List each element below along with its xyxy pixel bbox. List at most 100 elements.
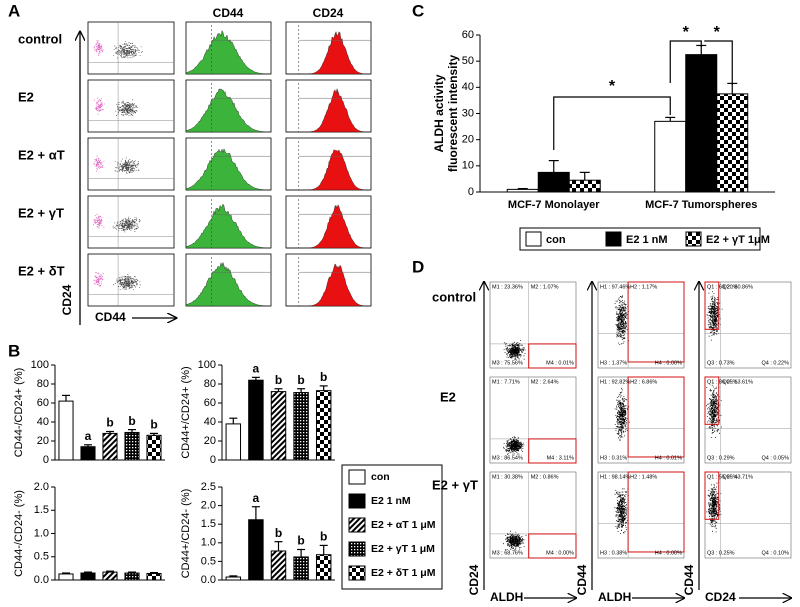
bracket	[669, 40, 702, 83]
row-label: E2 + δT	[18, 263, 65, 278]
legend-swatch	[685, 231, 702, 247]
legend-swatch	[525, 231, 542, 247]
histogram	[286, 88, 371, 133]
gate-label: H1 : 92.82%	[600, 379, 630, 385]
axis-label: CD24	[467, 564, 481, 595]
bar	[270, 391, 287, 461]
y-tick-label: 80	[204, 378, 216, 390]
bar	[146, 434, 162, 461]
row-label: E2 + γT	[18, 205, 64, 220]
y-tick-label: 2.5	[201, 481, 216, 493]
y-tick-label: 60	[37, 397, 49, 409]
significance-letter: b	[297, 373, 304, 387]
gate-label: Q3 : 0.29%	[707, 455, 735, 461]
gate-label: M1 : 7.71%	[492, 379, 520, 385]
bar	[102, 432, 118, 461]
y-tick-label: 2.0	[201, 500, 216, 512]
significance-letter: b	[106, 416, 113, 430]
significance-letter: a	[253, 491, 260, 505]
x-tick-label: MCF-7 Monolayer	[508, 199, 600, 211]
gate-label: M3 : 75.56%	[492, 360, 523, 366]
axis-label: ALDH	[598, 590, 631, 604]
axis-label: CD24	[60, 284, 74, 315]
row-label: control	[18, 31, 62, 46]
dot-cloud	[503, 530, 527, 551]
bar	[685, 54, 718, 193]
gate	[627, 376, 685, 458]
gate-label: Q2 : 30.86%	[722, 284, 753, 290]
histogram	[286, 149, 371, 191]
bracket	[553, 96, 671, 150]
significance-letter: b	[320, 530, 327, 544]
y-tick-label: 0	[210, 454, 216, 466]
y-tick-label: 1.5	[201, 518, 216, 530]
y-tick-label: 0.0	[201, 574, 216, 586]
gate-label: M3 : 68.76%	[492, 550, 523, 556]
gate-label: H3 : 1.37%	[600, 360, 627, 366]
dot-plot-frame	[597, 471, 685, 559]
legend-swatch	[348, 469, 366, 485]
bar	[58, 573, 74, 581]
column-header: CD24	[313, 6, 344, 20]
gate	[627, 471, 685, 553]
dot-plot-frame	[87, 137, 175, 191]
row-label: control	[432, 289, 476, 304]
gate-label: H2 : 6.86%	[630, 379, 657, 385]
gate-label: H4 : 0.01%	[655, 455, 682, 461]
y-axis-label: CD44+/CD24- (%)	[180, 489, 192, 579]
legend-label: E2 + δT 1 μM	[371, 567, 436, 579]
column-header: CD44	[213, 6, 244, 20]
histogram	[286, 263, 371, 307]
axis-label: CD44	[682, 564, 696, 595]
gate	[528, 343, 577, 369]
bar	[537, 171, 570, 193]
histogram	[286, 204, 371, 249]
gate-label: M4 : 0.00%	[546, 550, 574, 556]
gate	[528, 438, 577, 464]
y-tick-label: 1.0	[201, 537, 216, 549]
bar	[58, 400, 74, 461]
legend-swatch	[605, 231, 622, 247]
gate	[528, 533, 577, 559]
y-tick-label: 50	[462, 55, 474, 67]
y-tick-label: 100	[198, 359, 216, 371]
gate-label: M3 : 86.54%	[492, 455, 523, 461]
bar	[654, 120, 687, 193]
bar	[124, 572, 140, 581]
dot-plot-frame	[489, 376, 577, 464]
y-tick-label: 30	[462, 107, 474, 119]
y-tick-label: 20	[204, 435, 216, 447]
y-tick-label: 20	[462, 134, 474, 146]
bar	[716, 93, 749, 193]
gate-label: H1 : 97.46%	[600, 284, 630, 290]
gate-label: H3 : 0.31%	[600, 455, 627, 461]
gate-label: Q4 : 0.22%	[761, 360, 789, 366]
gate-label: Q1 : 68.20%	[707, 284, 738, 290]
bar	[146, 572, 162, 581]
legend-label: E2 + γT 1 μM	[371, 543, 435, 555]
bar	[293, 556, 309, 581]
dot-plot-frame	[704, 281, 792, 369]
bar	[248, 379, 264, 461]
y-tick-label: 2.0	[34, 481, 49, 493]
dot-cloud	[94, 97, 105, 115]
significance-star: *	[683, 24, 690, 41]
y-tick-label: 0	[468, 186, 474, 198]
legend-label: E2 1 nM	[371, 495, 411, 507]
bar	[225, 423, 242, 461]
gate-label: M4 : 3.11%	[547, 455, 575, 461]
bar	[225, 576, 242, 581]
gate-label: Q2 : 13.61%	[722, 379, 753, 385]
bar	[80, 446, 96, 461]
y-tick-label: 1.0	[34, 527, 49, 539]
dot-plot-frame	[489, 471, 577, 559]
y-tick-label: 0	[43, 454, 49, 466]
y-tick-label: 0.0	[34, 574, 49, 586]
dot-cloud	[503, 340, 526, 360]
bar	[270, 550, 287, 581]
dot-cloud	[93, 155, 105, 172]
axis-label: CD24	[705, 590, 736, 604]
histogram	[185, 148, 272, 191]
significance-letter: b	[297, 534, 304, 548]
